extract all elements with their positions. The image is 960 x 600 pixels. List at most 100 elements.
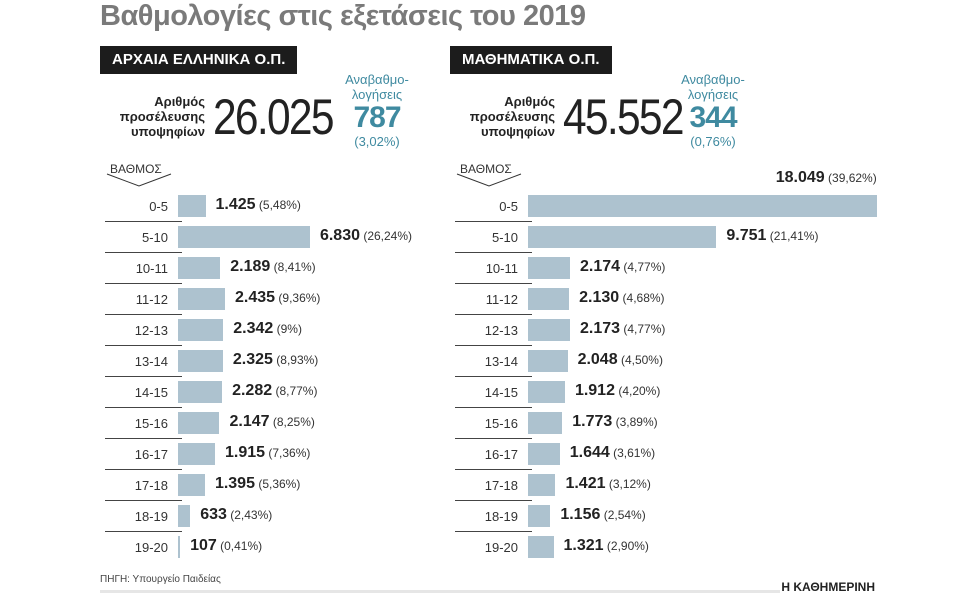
category-label: 0-5 xyxy=(149,199,168,214)
bar-row: 13-14 2.048 (4,50%) xyxy=(455,346,885,377)
regrades-label: Αναβαθμο-λογήσεις xyxy=(681,72,745,102)
category-label: 15-16 xyxy=(134,416,168,431)
pct-label: (4,20%) xyxy=(614,384,661,398)
category-label: 0-5 xyxy=(499,199,518,214)
value-label: 6.830 xyxy=(319,227,360,244)
bar xyxy=(528,505,551,527)
data-label: 2.189 (8,41%) xyxy=(230,258,315,276)
value-label: 1.425 xyxy=(215,196,256,213)
pct-label: (0,41%) xyxy=(216,539,263,553)
pct-label: (2,54%) xyxy=(600,508,646,522)
bar-row: 13-14 2.325 (8,93%) xyxy=(105,346,535,377)
category-label: 13-14 xyxy=(134,354,168,369)
bar xyxy=(178,412,220,434)
data-label: 1.321 (2,90%) xyxy=(564,537,649,555)
data-label: 2.173 (4,77%) xyxy=(580,320,665,338)
value-label: 2.173 xyxy=(579,320,621,337)
chevron-down-icon xyxy=(456,173,522,187)
pct-label: (5,48%) xyxy=(255,198,301,212)
bar xyxy=(178,226,310,248)
pct-label: (2,43%) xyxy=(226,508,273,522)
row-divider xyxy=(105,469,182,470)
row-divider xyxy=(105,314,182,315)
footer-rule xyxy=(100,590,780,593)
bar xyxy=(178,350,223,372)
pct-label: (4,68%) xyxy=(619,291,665,305)
bar xyxy=(178,505,191,527)
value-label: 1.156 xyxy=(560,506,601,523)
category-label: 18-19 xyxy=(484,509,518,524)
data-label: 2.147 (8,25%) xyxy=(229,413,314,431)
panel-header: ΜΑΘΗΜΑΤΙΚΑ Ο.Π. xyxy=(450,46,612,74)
value-label: 1.421 xyxy=(565,475,606,492)
data-label: 2.435 (9,36%) xyxy=(235,289,320,307)
bar-row: 0-5 1.425 (5,48%) xyxy=(105,191,535,222)
bar xyxy=(528,319,570,341)
data-label: 2.048 (4,50%) xyxy=(578,351,663,369)
source-note: ΠΗΓΗ: Υπουργείο Παιδείας xyxy=(100,574,221,585)
pct-label: (4,77%) xyxy=(620,260,666,274)
pct-label: (21,41%) xyxy=(766,229,819,243)
bar-row: 5-10 6.830 (26,24%) xyxy=(105,222,535,253)
bar-row: 17-18 1.421 (3,12%) xyxy=(455,470,885,501)
row-divider xyxy=(105,531,182,532)
pct-label: (3,12%) xyxy=(605,477,651,491)
category-label: 10-11 xyxy=(135,261,168,276)
bar-row: 19-20 1.321 (2,90%) xyxy=(455,532,885,563)
data-label: 9.751 (21,41%) xyxy=(726,227,818,245)
value-label: 9.751 xyxy=(726,227,767,244)
bar-row: 14-15 2.282 (8,77%) xyxy=(105,377,535,408)
category-label: 12-13 xyxy=(484,323,518,338)
value-label: 1.912 xyxy=(574,382,615,399)
bar xyxy=(178,443,215,465)
data-label: 1.156 (2,54%) xyxy=(560,506,645,524)
bar xyxy=(528,195,877,217)
value-label: 1.644 xyxy=(569,444,610,461)
row-divider xyxy=(105,345,182,346)
bar-row: 12-13 2.342 (9%) xyxy=(105,315,535,346)
data-label: 2.174 (4,77%) xyxy=(580,258,665,276)
data-label: 1.912 (4,20%) xyxy=(575,382,660,400)
bar-row: 15-16 1.773 (3,89%) xyxy=(455,408,885,439)
category-label: 11-12 xyxy=(135,292,168,307)
row-divider xyxy=(455,438,532,439)
row-divider xyxy=(455,469,532,470)
bar-row: 17-18 1.395 (5,36%) xyxy=(105,470,535,501)
pct-label: (9%) xyxy=(273,322,302,336)
data-label: 2.342 (9%) xyxy=(233,320,302,338)
value-label: 2.174 xyxy=(580,258,621,275)
value-label: 1.773 xyxy=(572,413,613,430)
data-label: 2.325 (8,93%) xyxy=(233,351,318,369)
row-divider xyxy=(455,407,532,408)
bar xyxy=(178,257,221,279)
panel-header: ΑΡΧΑΙΑ ΕΛΛΗΝΙΚΑ Ο.Π. xyxy=(100,46,298,74)
bar xyxy=(178,381,223,403)
pct-label: (39,62%) xyxy=(824,171,877,185)
value-label: 1.915 xyxy=(224,444,266,461)
row-divider xyxy=(105,376,182,377)
pct-label: (8,25%) xyxy=(269,415,315,429)
pct-label: (2,90%) xyxy=(603,539,649,553)
row-divider xyxy=(455,252,532,253)
category-label: 17-18 xyxy=(484,478,518,493)
bar xyxy=(528,443,560,465)
category-label: 15-16 xyxy=(484,416,518,431)
category-label: 16-17 xyxy=(484,447,518,462)
bar xyxy=(528,536,554,558)
data-label: 2.130 (4,68%) xyxy=(579,289,664,307)
value-label: 2.282 xyxy=(232,382,273,399)
bar xyxy=(178,288,226,310)
bar xyxy=(528,288,570,310)
value-label: 18.049 xyxy=(775,169,825,186)
bar-row: 19-20 107 (0,41%) xyxy=(105,532,535,563)
value-label: 107 xyxy=(190,537,217,554)
regrades-block: Αναβαθμο-λογήσεις 787 (3,02%) xyxy=(332,72,422,149)
category-label: 19-20 xyxy=(484,540,518,555)
data-label: 1.773 (3,89%) xyxy=(572,413,657,431)
value-label: 633 xyxy=(200,506,227,523)
row-divider xyxy=(105,252,182,253)
chart-title: Βαθμολογίες στις εξετάσεις του 2019 xyxy=(100,0,586,32)
bar xyxy=(528,412,563,434)
bar xyxy=(178,536,181,558)
pct-label: (5,36%) xyxy=(254,477,301,491)
